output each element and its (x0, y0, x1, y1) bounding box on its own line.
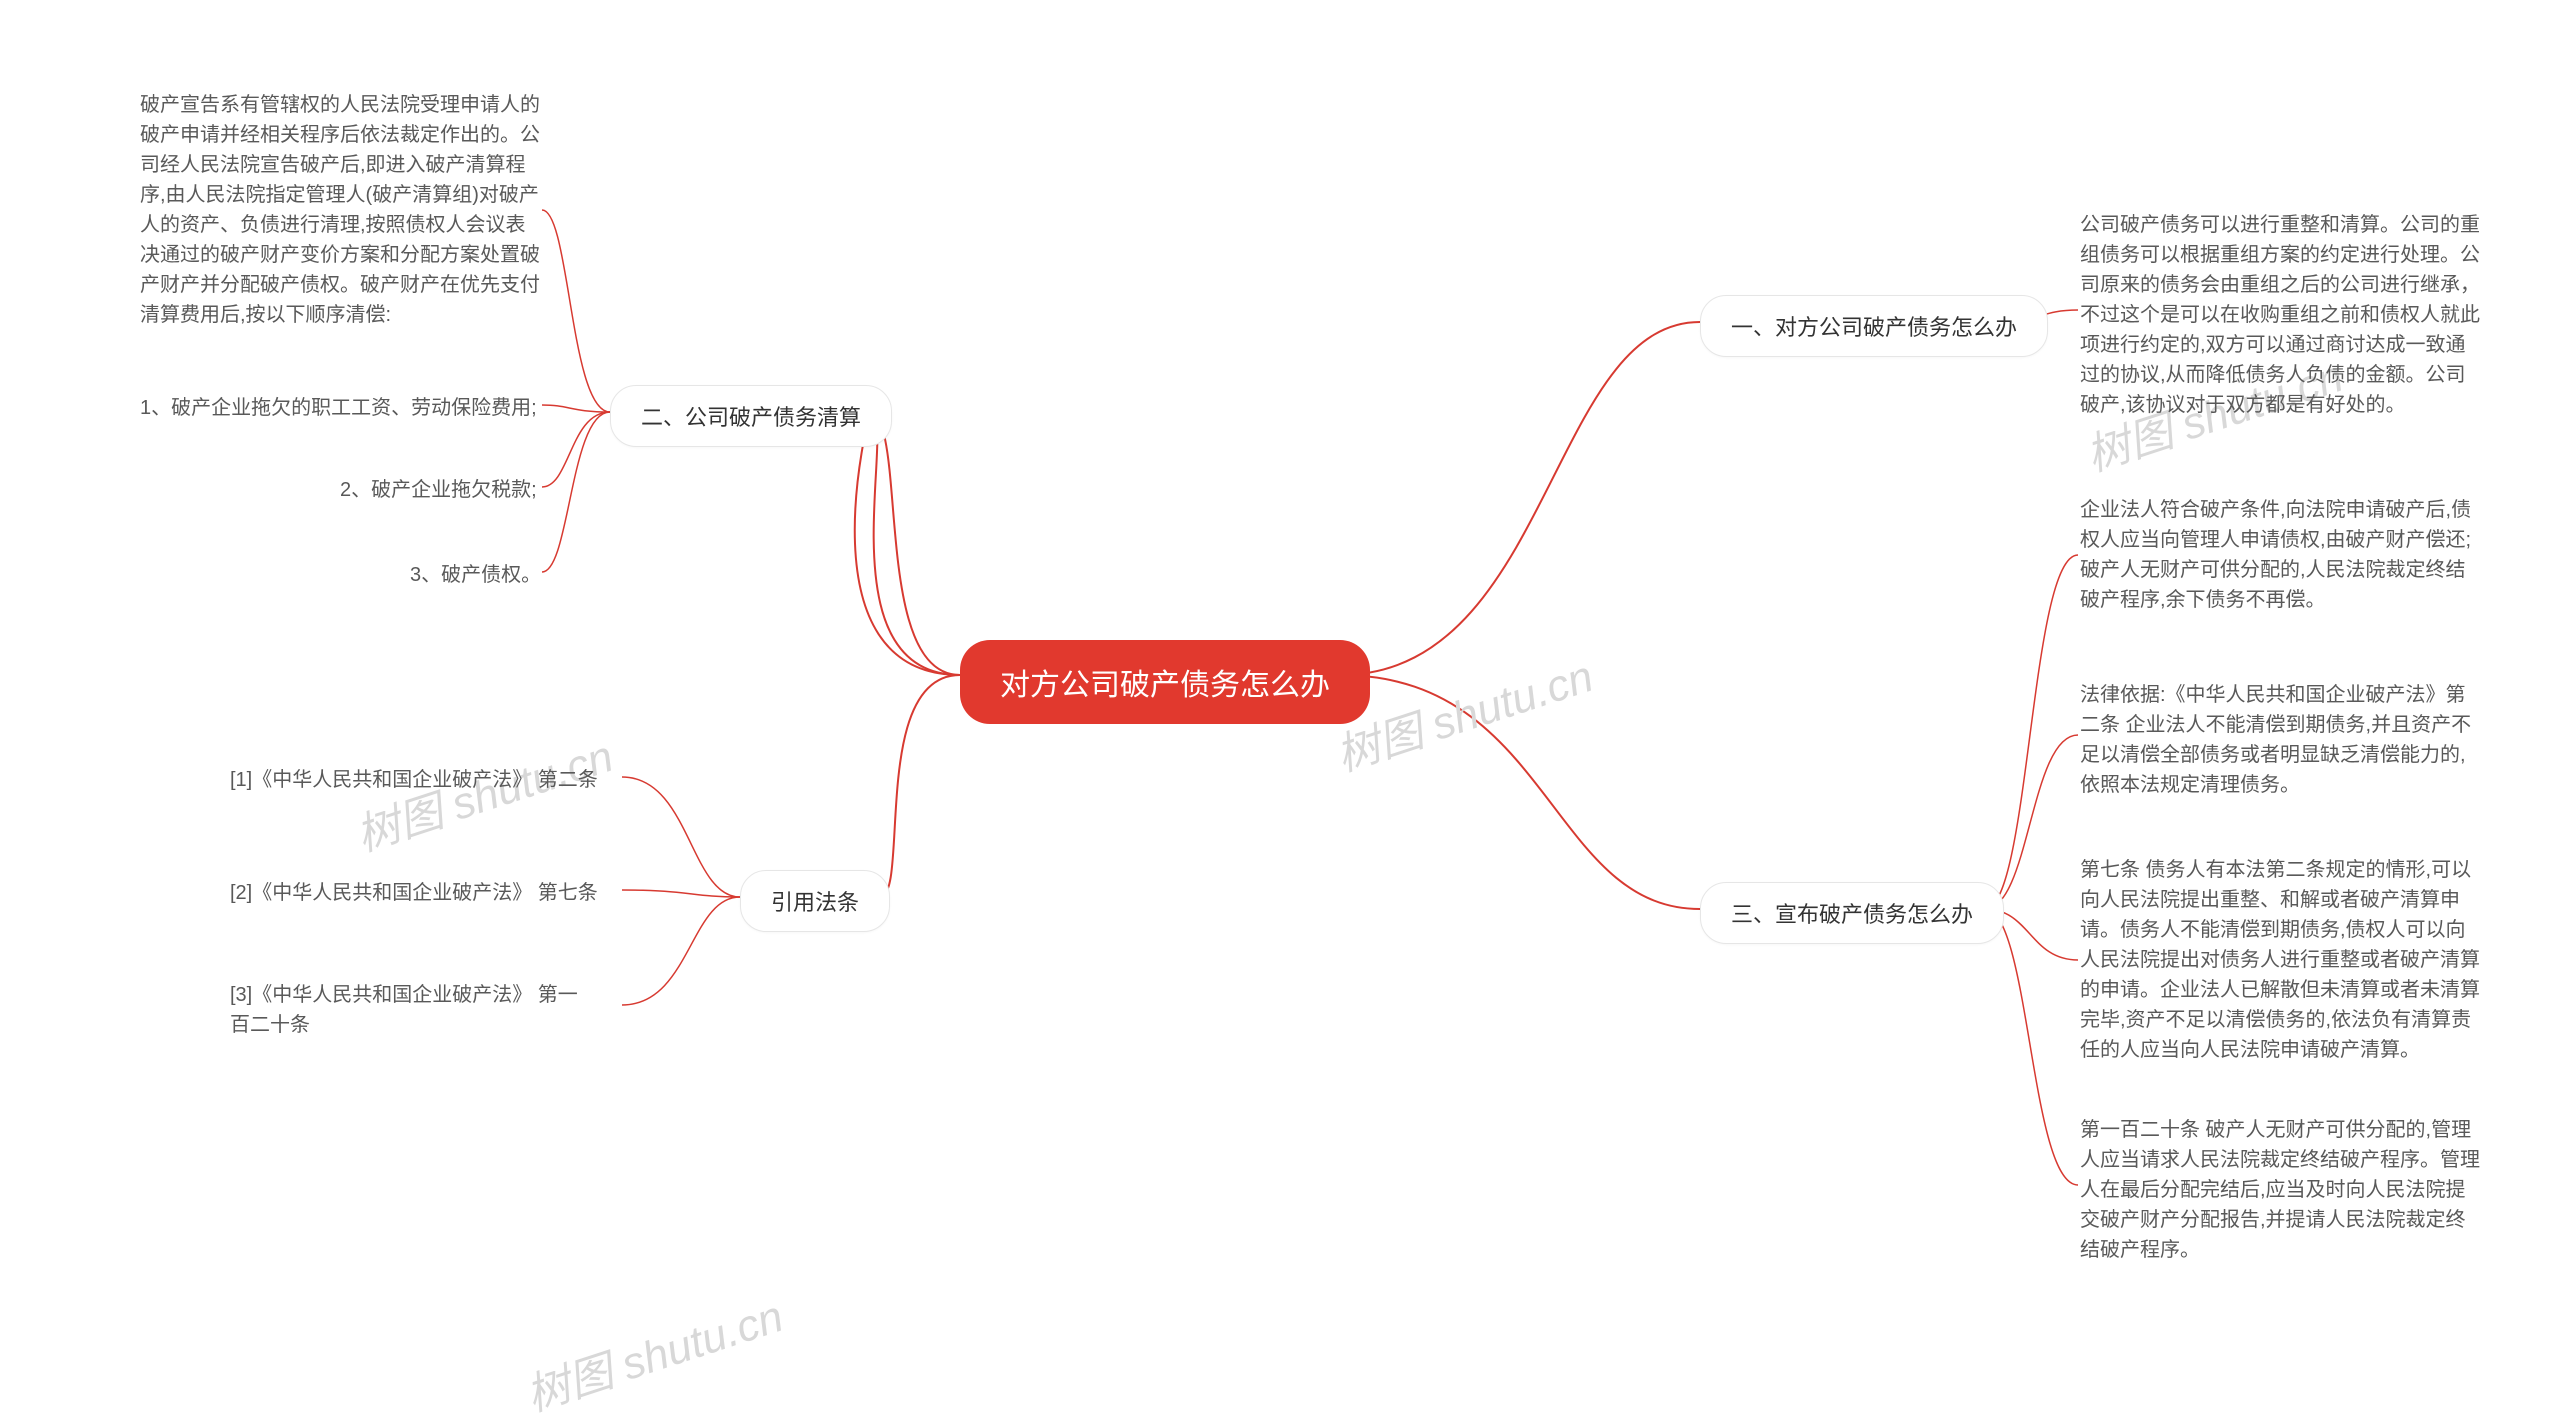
leaf-text: [1]《中华人民共和国企业破产法》 第二条 (230, 765, 620, 795)
branch-node-r3[interactable]: 三、宣布破产债务怎么办 (1700, 882, 2004, 944)
leaf-text: 破产宣告系有管辖权的人民法院受理申请人的破产申请并经相关程序后依法裁定作出的。公… (140, 90, 540, 330)
leaf-text: 3、破产债权。 (410, 560, 550, 590)
leaf-text: [3]《中华人民共和国企业破产法》 第一百二十条 (230, 980, 590, 1040)
leaf-text: [2]《中华人民共和国企业破产法》 第七条 (230, 878, 620, 908)
leaf-text: 法律依据:《中华人民共和国企业破产法》第二条 企业法人不能清偿到期债务,并且资产… (2080, 680, 2480, 800)
branch-node-l2[interactable]: 二、公司破产债务清算 (610, 385, 892, 447)
leaf-text: 第七条 债务人有本法第二条规定的情形,可以向人民法院提出重整、和解或者破产清算申… (2080, 855, 2480, 1065)
leaf-text: 企业法人符合破产条件,向法院申请破产后,债权人应当向管理人申请债权,由破产财产偿… (2080, 495, 2480, 615)
branch-node-r1[interactable]: 一、对方公司破产债务怎么办 (1700, 295, 2048, 357)
watermark: 树图 shutu.cn (517, 1280, 790, 1423)
leaf-text: 1、破产企业拖欠的职工工资、劳动保险费用; (140, 393, 540, 423)
leaf-text: 第一百二十条 破产人无财产可供分配的,管理人应当请求人民法院裁定终结破产程序。管… (2080, 1115, 2480, 1265)
leaf-text: 2、破产企业拖欠税款; (340, 475, 540, 505)
mindmap-root[interactable]: 对方公司破产债务怎么办 (960, 640, 1370, 724)
branch-node-l4[interactable]: 引用法条 (740, 870, 890, 932)
leaf-text: 公司破产债务可以进行重整和清算。公司的重组债务可以根据重组方案的约定进行处理。公… (2080, 210, 2480, 420)
